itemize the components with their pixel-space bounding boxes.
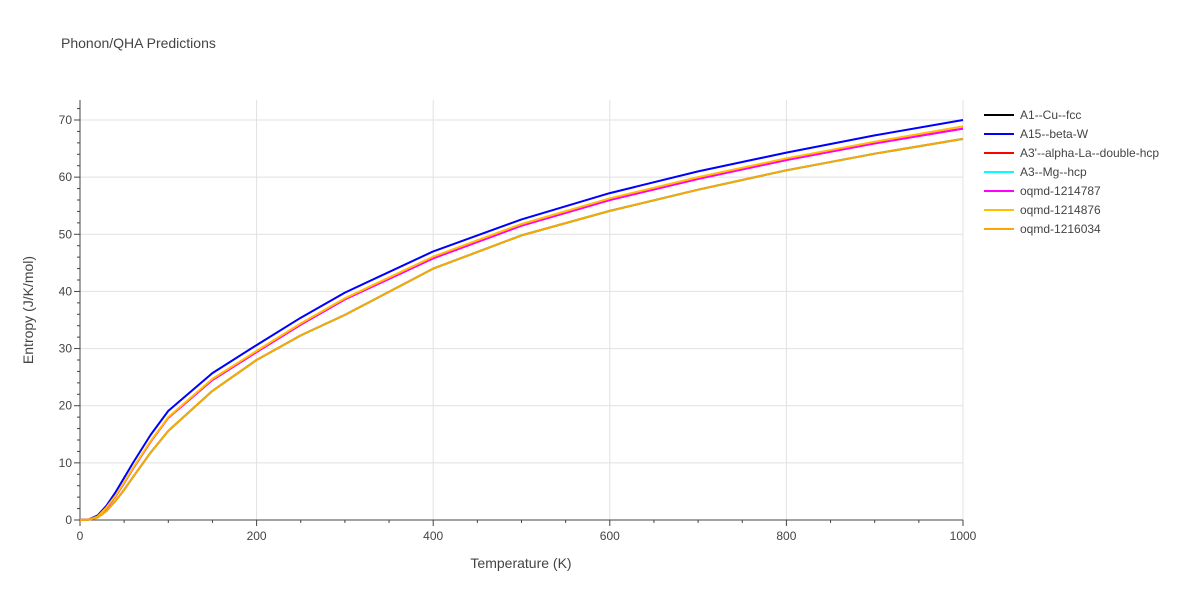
series-line-4 bbox=[79, 127, 964, 521]
legend-item[interactable]: oqmd-1214787 bbox=[984, 181, 1159, 200]
legend-item[interactable]: oqmd-1214876 bbox=[984, 200, 1159, 219]
legend-item[interactable]: A1--Cu--fcc bbox=[984, 105, 1159, 124]
legend-label: A15--beta-W bbox=[1020, 126, 1089, 141]
legend-swatch bbox=[984, 227, 1014, 230]
legend-item[interactable]: oqmd-1216034 bbox=[984, 219, 1159, 238]
chart-title: Phonon/QHA Predictions bbox=[61, 35, 216, 51]
legend-swatch bbox=[984, 208, 1014, 211]
legend-item[interactable]: A3--Mg--hcp bbox=[984, 162, 1159, 181]
legend-swatch bbox=[984, 189, 1014, 192]
series-lines bbox=[79, 119, 964, 521]
legend-label: oqmd-1216034 bbox=[1020, 221, 1101, 236]
legend-item[interactable]: A15--beta-W bbox=[984, 124, 1159, 143]
x-tick-label: 400 bbox=[423, 529, 443, 543]
x-tick-label: 1000 bbox=[950, 529, 977, 543]
y-tick-label: 70 bbox=[59, 113, 73, 127]
series-line-2 bbox=[79, 127, 964, 521]
legend-item[interactable]: A3'--alpha-La--double-hcp bbox=[984, 143, 1159, 162]
tick-labels: 0 200 400 600 800 1000 0 10 20 30 40 50 60 70 bbox=[59, 113, 977, 543]
y-tick-label: 30 bbox=[59, 342, 73, 356]
y-tick-label: 0 bbox=[65, 513, 72, 527]
y-tick-label: 20 bbox=[59, 399, 73, 413]
x-tick-label: 0 bbox=[77, 529, 84, 543]
series-line-6 bbox=[79, 137, 964, 521]
legend-label: oqmd-1214787 bbox=[1020, 183, 1101, 198]
legend-label: oqmd-1214876 bbox=[1020, 202, 1101, 217]
x-axis-title: Temperature (K) bbox=[470, 555, 571, 571]
y-tick-label: 40 bbox=[59, 284, 73, 298]
legend-label: A3--Mg--hcp bbox=[1020, 164, 1087, 179]
legend-swatch bbox=[984, 170, 1014, 173]
y-tick-label: 50 bbox=[59, 227, 73, 241]
grid-lines bbox=[80, 100, 964, 520]
y-tick-label: 60 bbox=[59, 170, 73, 184]
y-tick-label: 10 bbox=[59, 456, 73, 470]
legend-swatch bbox=[984, 113, 1014, 116]
series-line-5 bbox=[79, 125, 964, 521]
legend-label: A1--Cu--fcc bbox=[1020, 107, 1082, 122]
x-tick-label: 200 bbox=[247, 529, 267, 543]
legend-label: A3'--alpha-La--double-hcp bbox=[1020, 145, 1160, 160]
y-axis-title: Entropy (J/K/mol) bbox=[20, 256, 36, 364]
x-tick-label: 600 bbox=[600, 529, 620, 543]
axes bbox=[74, 100, 964, 526]
legend: A1--Cu--fcc A15--beta-W A3'--alpha-La--dou… bbox=[984, 105, 1159, 238]
legend-swatch bbox=[984, 151, 1014, 154]
legend-swatch bbox=[984, 132, 1014, 135]
x-tick-label: 800 bbox=[776, 529, 796, 543]
series-line-1 bbox=[79, 119, 964, 521]
